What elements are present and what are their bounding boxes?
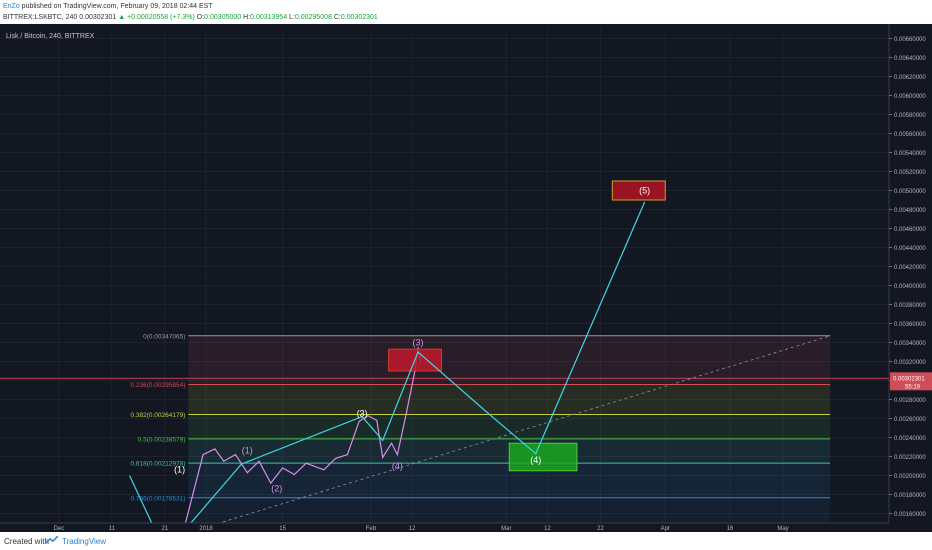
- box-wave-5: [611, 180, 666, 201]
- low-value: 0.00295008: [294, 14, 332, 21]
- wave-label: (5): [639, 185, 650, 195]
- price-series-group: [181, 347, 422, 535]
- time-tick-label: 15: [279, 526, 286, 532]
- wave-label: (1): [174, 465, 185, 475]
- wave-label: (3): [413, 337, 424, 347]
- wave-label: (4): [392, 461, 403, 471]
- price-tick-label: 0.00360000: [894, 322, 926, 328]
- price-tick-label: 0.00240000: [894, 436, 926, 442]
- high-value: 0.00313954: [250, 14, 288, 21]
- price-tick-label: 0.00280000: [894, 398, 926, 404]
- publish-line: EnZo published on TradingView.com, Febru…: [3, 2, 213, 11]
- symbol-label: BITTREX:LSKBTC, 240: [3, 14, 78, 21]
- time-tick-label: Dec: [54, 526, 65, 532]
- publish-header: EnZo published on TradingView.com, Febru…: [0, 0, 932, 24]
- last-price: 0.00302301: [79, 14, 117, 21]
- current-price-tag: [890, 372, 932, 391]
- price-tick-label: 0.00340000: [894, 341, 926, 347]
- open-value: 0.00305000: [204, 14, 242, 21]
- change-value: +0.00020558 (+7.3%): [127, 14, 195, 21]
- time-tick-label: Feb: [366, 526, 377, 532]
- time-tick-label: 12: [409, 526, 416, 532]
- price-tick-label: 0.00540000: [894, 151, 926, 157]
- price-tick-label: 0.00460000: [894, 227, 926, 233]
- price-tick-label: 0.00180000: [894, 493, 926, 499]
- author-link[interactable]: EnZo: [3, 3, 20, 10]
- time-tick-label: 22: [597, 526, 604, 532]
- wave-label: (1): [242, 446, 253, 456]
- wave-label: (2): [271, 484, 282, 494]
- fib-level-label: 0(0.00347065): [143, 333, 185, 340]
- price-tick-label: 0.00440000: [894, 246, 926, 252]
- target-boxes: [388, 180, 666, 472]
- price-tick-label: 0.00200000: [894, 474, 926, 480]
- time-tick-label: 2018: [199, 526, 213, 532]
- price-tick-label: 0.00580000: [894, 113, 926, 119]
- low-label: L:: [289, 14, 295, 21]
- chart-svg[interactable]: 0(0.00347065) 0.236(0.00295854) 0.382(0.00…: [0, 24, 932, 535]
- fib-level-label: 0.786(0.00176531): [130, 495, 185, 502]
- price-tick-label: 0.00260000: [894, 417, 926, 423]
- fib-level-label: 0.236(0.00295854): [130, 382, 185, 389]
- price-tick-label: 0.00620000: [894, 75, 926, 81]
- time-tick-label: May: [777, 526, 788, 532]
- price-tick-label: 0.00400000: [894, 284, 926, 290]
- wave-label: (4): [530, 455, 541, 465]
- price-axis-bg: [889, 24, 932, 532]
- pane-title: Lisk / Bitcoin, 240, BITTREX: [6, 33, 95, 40]
- wave-labels: (1) (1) (2) (3) (4) (3) (4) (5): [174, 185, 650, 493]
- price-tick-label: 0.00160000: [894, 512, 926, 518]
- published-text: published on TradingView.com, February 0…: [19, 3, 213, 10]
- fib-level-label: 0.382(0.00264179): [130, 412, 185, 419]
- price-tick-label: 0.00660000: [894, 37, 926, 43]
- fib-band: [188, 384, 831, 415]
- time-tick-label: Mar: [501, 526, 511, 532]
- time-tick-label: 21: [162, 526, 169, 532]
- ohlc-line: BITTREX:LSKBTC, 240 0.00302301 ▲ +0.0002…: [3, 13, 378, 22]
- box-wave-4: [508, 442, 578, 472]
- change-arrow-icon: ▲: [118, 14, 126, 21]
- price-tick-label: 0.00560000: [894, 132, 926, 138]
- time-tick-label: 16: [727, 526, 734, 532]
- tradingview-link[interactable]: TradingView: [62, 537, 107, 546]
- time-tick-label: 12: [544, 526, 551, 532]
- countdown-label: 55:19: [905, 384, 921, 390]
- fib-band: [188, 414, 831, 439]
- open-label: O:: [196, 14, 205, 21]
- fib-band: [188, 497, 831, 523]
- time-axis-bg: [0, 523, 932, 532]
- price-tick-label: 0.00220000: [894, 455, 926, 461]
- close-label: C:: [333, 14, 341, 21]
- wave-label: (3): [357, 409, 368, 419]
- price-tick-label: 0.00420000: [894, 265, 926, 271]
- price-line: [181, 347, 422, 535]
- created-with-text: Created with: [4, 537, 49, 546]
- time-tick-label: Apr: [661, 526, 670, 532]
- price-tick-label: 0.00320000: [894, 360, 926, 366]
- price-tick-label: 0.00480000: [894, 208, 926, 214]
- fib-level-label: 0.618(0.00212978): [130, 461, 185, 468]
- close-value: 0.00302301: [340, 14, 378, 21]
- footer-bar: Created with TradingView: [0, 532, 932, 550]
- trend-line-group: [188, 335, 831, 533]
- tradingview-logo-icon: [46, 536, 58, 544]
- current-price-label: 0.00302301: [893, 376, 925, 382]
- axes-group: 0.00160000 0.00180000 0.00200000 0.00220000…: [0, 24, 932, 532]
- grid-lines: [0, 29, 889, 523]
- chart-area[interactable]: 0(0.00347065) 0.236(0.00295854) 0.382(0.00…: [0, 24, 932, 535]
- price-tick-label: 0.00520000: [894, 170, 926, 176]
- fib-level-label: 0.5(0.00238579): [138, 436, 186, 443]
- price-tick-label: 0.00380000: [894, 303, 926, 309]
- price-tick-label: 0.00500000: [894, 189, 926, 195]
- price-tick-label: 0.00600000: [894, 94, 926, 100]
- time-tick-label: 11: [109, 526, 116, 532]
- trend-line: [188, 335, 831, 533]
- price-tick-label: 0.00640000: [894, 56, 926, 62]
- high-label: H:: [243, 14, 251, 21]
- fib-band: [188, 335, 831, 385]
